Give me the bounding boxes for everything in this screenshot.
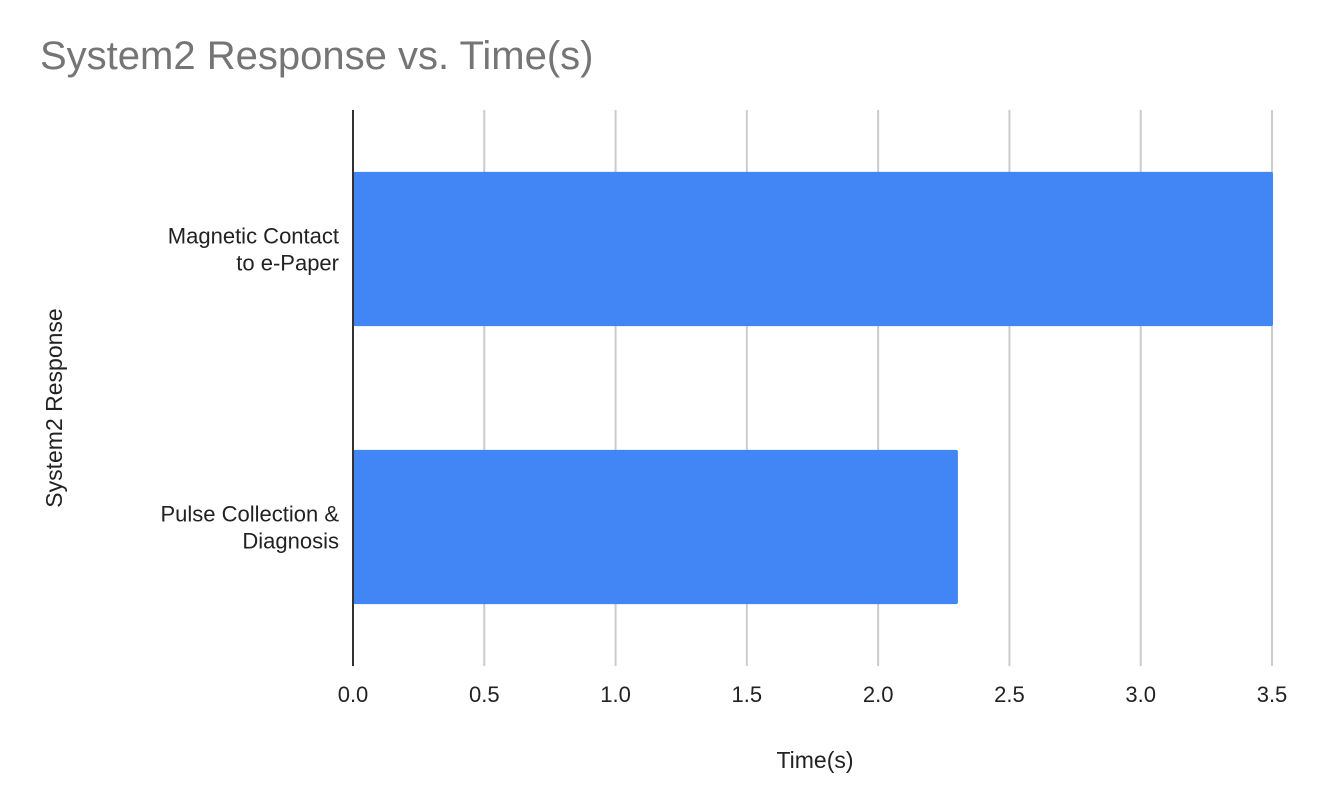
category-label: Pulse Collection & Diagnosis <box>160 502 339 554</box>
x-tick-label: 2.0 <box>863 682 894 707</box>
y-axis-title: System2 Response <box>41 308 67 507</box>
x-tick-label: 1.0 <box>600 682 631 707</box>
x-tick-label: 3.5 <box>1257 682 1288 707</box>
chart-title: System2 Response vs. Time(s) <box>40 34 594 78</box>
x-tick-label: 2.5 <box>994 682 1025 707</box>
bar <box>353 171 1273 327</box>
bars <box>353 171 1273 605</box>
x-tick-label: 3.0 <box>1125 682 1156 707</box>
bar <box>353 449 958 605</box>
x-axis-title: Time(s) <box>776 747 853 773</box>
x-tick-labels: 0.0 0.5 1.0 1.5 2.0 2.5 3.0 3.5 <box>338 682 1288 707</box>
x-tick-label: 0.5 <box>469 682 500 707</box>
category-label: Magnetic Contact to e-Paper <box>168 224 339 276</box>
x-tick-label: 0.0 <box>338 682 369 707</box>
x-tick-label: 1.5 <box>732 682 763 707</box>
category-labels: Magnetic Contact to e-Paper Pulse Collecti… <box>160 224 339 554</box>
